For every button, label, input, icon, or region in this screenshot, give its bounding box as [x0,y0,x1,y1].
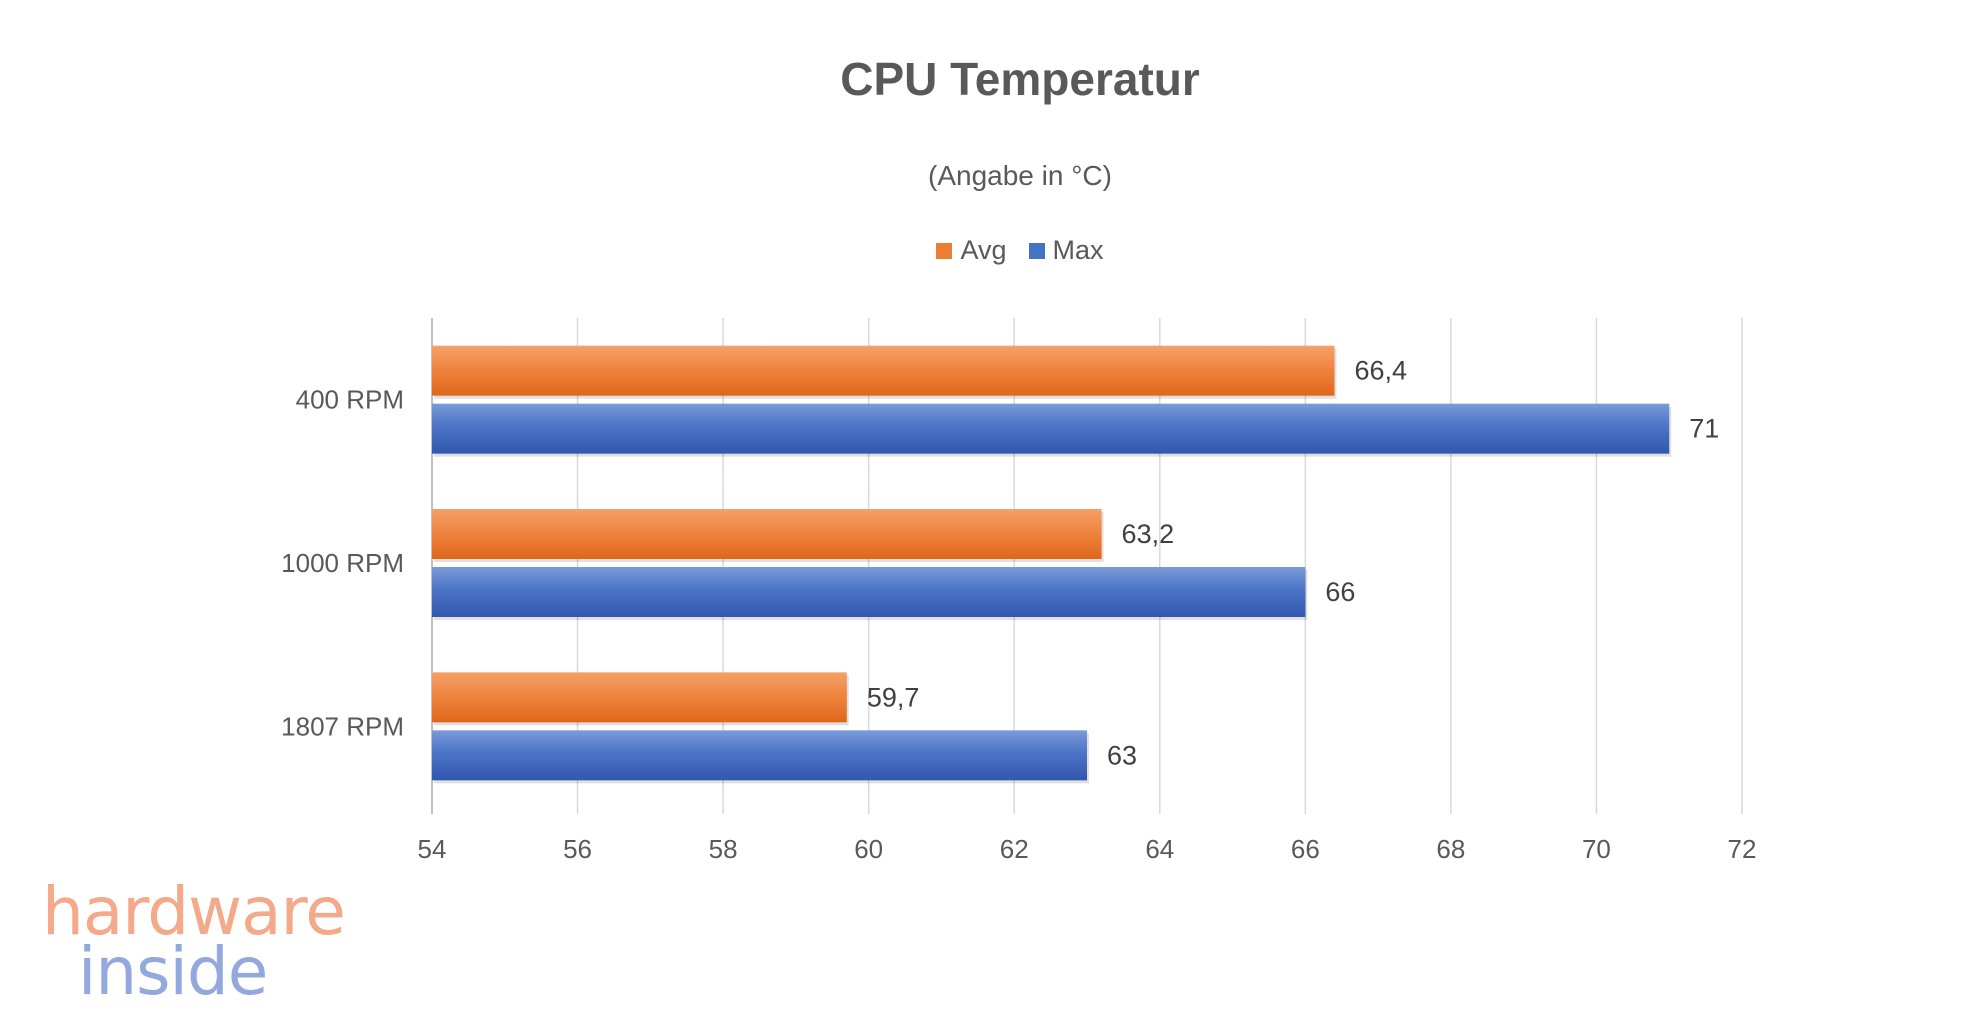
legend-swatch-max [1028,242,1045,259]
category-label: 1000 RPM [281,548,404,578]
chart-subtitle: (Angabe in °C) [928,160,1112,191]
x-tick-label: 54 [418,834,447,864]
x-tick-label: 62 [1000,834,1029,864]
legend-swatch-avg [936,242,953,259]
data-label: 71 [1689,414,1719,444]
category-label: 400 RPM [296,385,404,415]
logo-text-hardware: hardware [42,880,345,950]
x-tick-label: 68 [1436,834,1465,864]
bar-max-400-rpm [432,403,1670,454]
bar-avg-1000-rpm [432,509,1102,559]
x-tick-label: 70 [1582,834,1611,864]
x-tick-label: 56 [563,834,592,864]
legend-label-avg: Avg [960,235,1007,265]
x-tick-label: 72 [1728,834,1757,864]
data-label: 66,4 [1354,356,1407,386]
logo-text-inside: inside [78,933,267,1000]
bar-avg-400-rpm [432,345,1335,396]
hardware-inside-logo: hardware inside [42,880,346,1000]
legend: Avg Max [0,235,1980,266]
x-tick-label: 58 [709,834,738,864]
data-label: 66 [1325,577,1355,607]
bar-max-1807-rpm [432,730,1087,781]
labels: 54 56 58 60 62 64 66 68 70 72 400 RPM 66,4 71 1000 RP… [281,356,1756,864]
data-label: 63,2 [1122,519,1175,549]
chart-title: CPU Temperatur [840,53,1200,105]
bars [432,345,1672,784]
data-label: 63 [1107,740,1137,770]
x-tick-label: 66 [1291,834,1320,864]
legend-label-max: Max [1052,235,1104,265]
category-label: 1807 RPM [281,711,404,741]
bar-max-1000-rpm [432,567,1306,617]
data-label: 59,7 [867,682,920,712]
legend-item-avg: Avg [936,235,1007,266]
legend-item-max: Max [1028,235,1104,266]
bar-avg-1807-rpm [432,672,847,723]
x-tick-label: 64 [1145,834,1174,864]
bar-chart-plot: 54 56 58 60 62 64 66 68 70 72 400 RPM 66,4 71 1000 RP… [281,318,1756,864]
x-tick-label: 60 [854,834,883,864]
